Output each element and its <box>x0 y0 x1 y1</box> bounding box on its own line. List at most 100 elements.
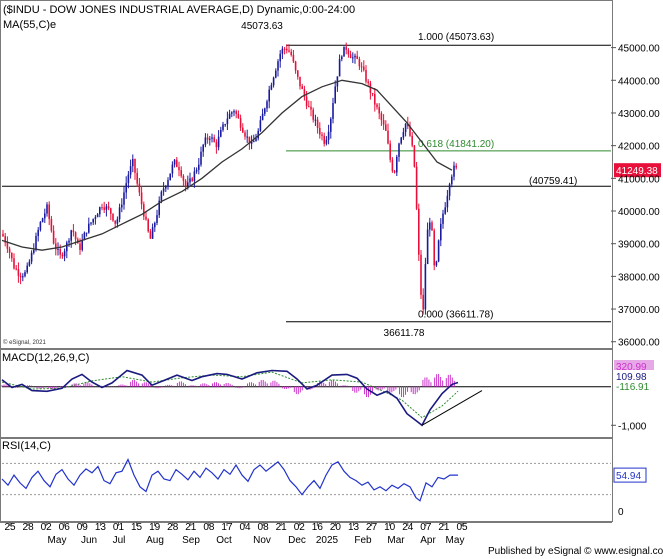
candle-body <box>134 158 136 173</box>
candle-body <box>422 294 424 310</box>
candle-body <box>202 144 204 152</box>
candle-body <box>129 166 132 175</box>
candle-body <box>424 264 427 310</box>
candle-body <box>299 76 301 87</box>
x-tick-label: 28 <box>23 522 35 533</box>
candle-body <box>176 159 178 168</box>
candle-body <box>404 123 407 133</box>
candle-body <box>411 135 413 146</box>
axes: 45000.00 44000.00 43000.00 42000.00 41000.00… <box>4 44 660 546</box>
candle-body <box>253 141 255 143</box>
candle-body <box>8 248 11 253</box>
candle-body <box>294 61 297 71</box>
candle-body <box>195 169 198 172</box>
candle-body <box>162 188 165 192</box>
candle-body <box>145 216 147 220</box>
candle-body <box>189 178 191 183</box>
candle-body <box>437 240 440 262</box>
price-y-tick-label: 42000.00 <box>618 142 660 153</box>
candle-body <box>101 207 103 209</box>
candle-body <box>244 132 246 137</box>
candle-body <box>198 164 200 170</box>
candle-body <box>435 261 438 266</box>
candle-body <box>385 124 387 131</box>
candle-body <box>99 207 101 215</box>
price-y-tick-label: 43000.00 <box>618 109 660 120</box>
candle-body <box>169 173 171 181</box>
last-price-label: 41249.38 <box>616 166 658 177</box>
trough-label: 36611.78 <box>384 328 425 339</box>
x-tick-label: 05 <box>456 522 468 533</box>
rsi-value-label: 54.94 <box>616 471 641 482</box>
candle-body <box>30 252 33 262</box>
candle-body <box>127 174 130 184</box>
candle-body <box>327 131 330 140</box>
candle-body <box>149 231 152 239</box>
x-tick-label: 08 <box>203 522 215 533</box>
candle-body <box>334 86 336 104</box>
rsi-y-tick-label: 0 <box>618 507 624 518</box>
candle-body <box>264 108 266 114</box>
candle-body <box>286 48 288 51</box>
candle-body <box>400 137 402 144</box>
candle-body <box>15 268 17 270</box>
candle-body <box>94 217 97 219</box>
candle-body <box>301 86 303 90</box>
candle-body <box>341 56 343 60</box>
candle-body <box>272 77 275 86</box>
candle-body <box>123 192 125 205</box>
candle-body <box>246 136 248 138</box>
x-tick-label: 24 <box>402 522 414 533</box>
candle-body <box>455 165 457 168</box>
candle-body <box>332 103 334 119</box>
candle-body <box>17 269 20 276</box>
candle-body <box>187 182 189 187</box>
candle-body <box>380 113 383 121</box>
candle-body <box>107 206 110 209</box>
candle-body <box>396 156 398 173</box>
candle-body <box>118 207 121 220</box>
candle-body <box>222 124 224 130</box>
candle-body <box>74 232 77 240</box>
candle-body <box>371 92 374 94</box>
macd-label: MACD(12,26,9,C) <box>2 352 89 364</box>
x-month-label: Jun <box>81 535 97 546</box>
x-tick-label: 01 <box>113 522 125 533</box>
candle-body <box>431 222 433 231</box>
candle-body <box>233 111 235 113</box>
candle-body <box>44 213 46 219</box>
candle-body <box>90 222 92 224</box>
candle-body <box>349 54 352 59</box>
chart-title: ($INDU - DOW JONES INDUSTRIAL AVERAGE,D)… <box>3 4 355 16</box>
candle-body <box>415 166 418 209</box>
candle-body <box>407 123 409 127</box>
candle-body <box>136 172 138 184</box>
candle-body <box>110 208 112 214</box>
rsi-panel: 54.94 0 <box>1 458 647 518</box>
candle-body <box>28 261 31 266</box>
candle-body <box>33 249 35 253</box>
candle-body <box>281 48 284 54</box>
macd-value-box <box>614 360 654 372</box>
candle-body <box>215 141 218 148</box>
candle-body <box>369 83 372 93</box>
candle-body <box>19 275 22 278</box>
x-month-label: Aug <box>146 535 164 546</box>
candle-body <box>453 165 455 177</box>
candle-body <box>70 230 72 241</box>
candle-body <box>451 176 453 185</box>
candle-body <box>418 208 420 255</box>
candle-body <box>4 236 6 243</box>
candle-body <box>319 127 321 135</box>
candle-body <box>37 229 39 237</box>
candle-body <box>156 215 158 223</box>
candle-body <box>303 89 306 97</box>
candle-body <box>316 119 319 128</box>
candle-body <box>213 137 215 142</box>
candle-body <box>103 207 105 210</box>
candle-body <box>442 213 444 224</box>
candle-body <box>2 233 4 237</box>
candle-body <box>268 89 270 102</box>
candle-body <box>250 141 253 144</box>
candle-body <box>228 113 231 119</box>
